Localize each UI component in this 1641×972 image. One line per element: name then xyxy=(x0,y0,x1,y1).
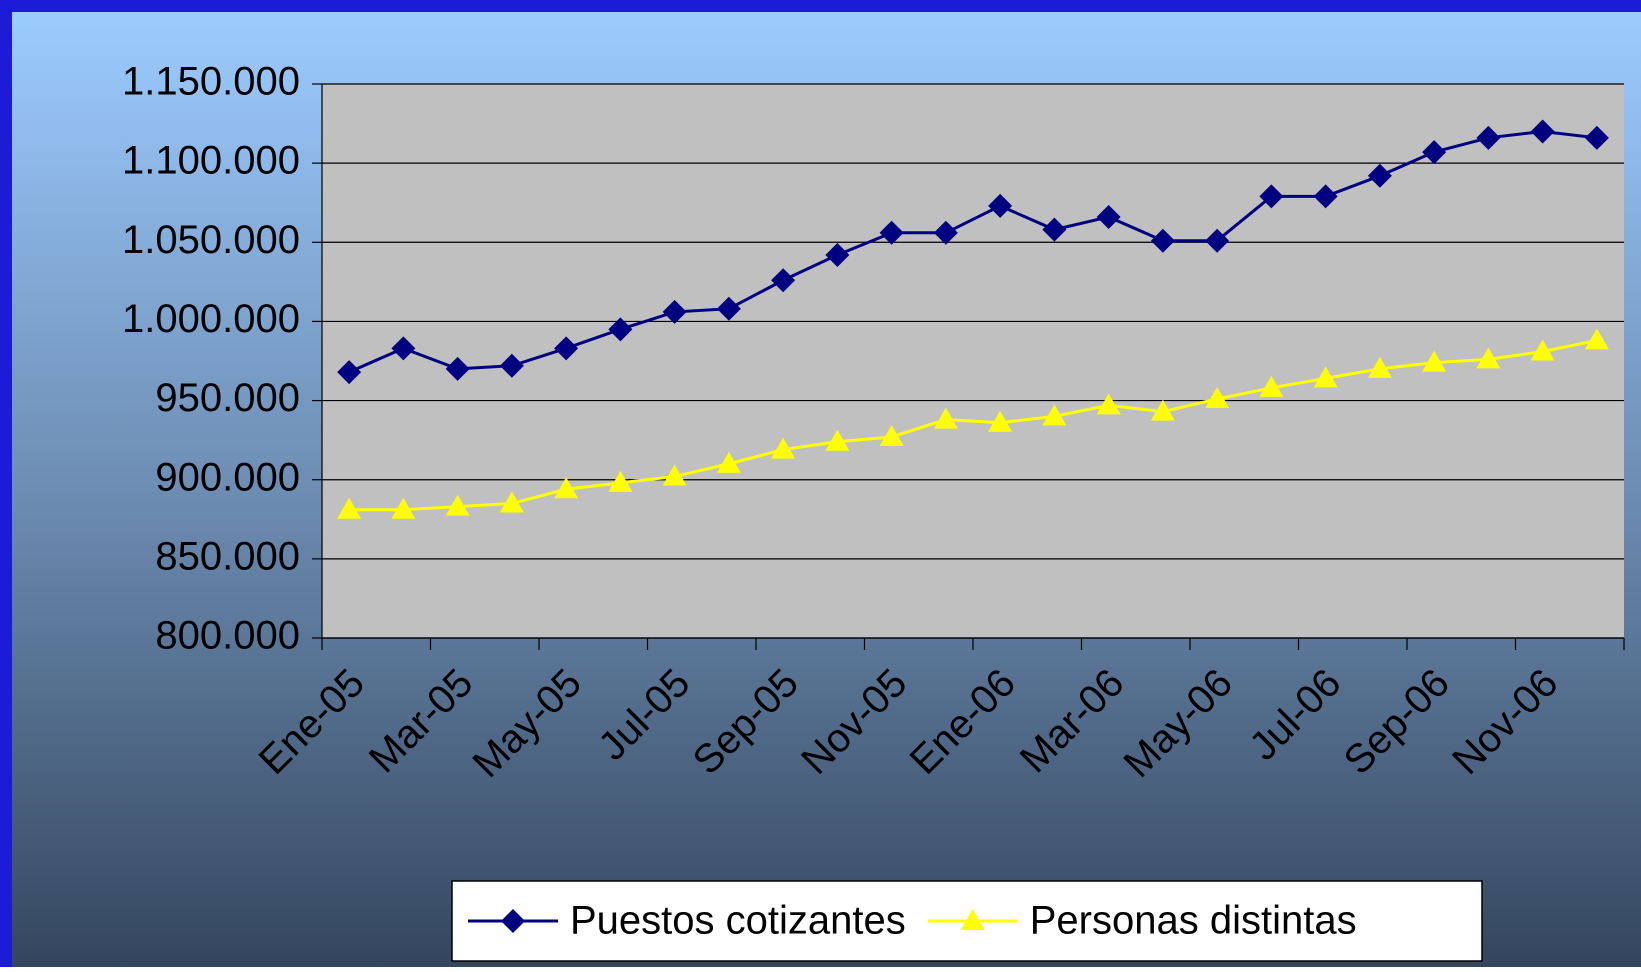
point xyxy=(499,353,524,378)
point xyxy=(1584,125,1609,150)
legend-marker xyxy=(960,909,985,930)
y-tick-label: 1.050.000 xyxy=(122,218,300,262)
point xyxy=(1096,204,1121,229)
point xyxy=(445,356,470,381)
legend-label: Personas distintas xyxy=(1030,899,1357,943)
point xyxy=(1422,140,1447,165)
point xyxy=(1584,328,1609,350)
y-tick-label: 900.000 xyxy=(155,455,300,499)
point xyxy=(1476,347,1501,369)
point xyxy=(662,299,687,324)
point xyxy=(499,491,524,513)
point xyxy=(554,336,579,361)
y-tick-label: 1.000.000 xyxy=(122,297,300,341)
legend-label: Puestos cotizantes xyxy=(570,899,906,943)
point xyxy=(1367,163,1392,188)
point xyxy=(879,424,904,446)
point xyxy=(391,336,416,361)
y-tick-label: 950.000 xyxy=(155,376,300,420)
point xyxy=(1422,350,1447,372)
point xyxy=(391,497,416,519)
point xyxy=(1096,393,1121,415)
plot-area xyxy=(322,84,1624,638)
legend-marker xyxy=(501,909,525,933)
point xyxy=(1313,184,1338,209)
point xyxy=(1313,366,1338,388)
legend xyxy=(451,880,1483,962)
point xyxy=(337,497,362,519)
point xyxy=(825,429,850,451)
point xyxy=(1042,404,1067,426)
y-tick-label: 850.000 xyxy=(155,534,300,578)
point xyxy=(1530,119,1555,144)
point xyxy=(1259,184,1284,209)
point xyxy=(337,360,362,385)
series-line xyxy=(349,338,1598,512)
point xyxy=(988,410,1013,432)
point xyxy=(825,242,850,267)
point xyxy=(608,317,633,342)
point xyxy=(933,220,958,245)
y-tick-label: 800.000 xyxy=(155,614,300,658)
point xyxy=(608,470,633,492)
point xyxy=(771,268,796,293)
point xyxy=(1150,228,1175,253)
point xyxy=(1259,375,1284,397)
point xyxy=(988,193,1013,218)
point xyxy=(662,464,687,486)
point xyxy=(1042,217,1067,242)
point xyxy=(1150,399,1175,421)
point xyxy=(1205,228,1230,253)
point xyxy=(879,220,904,245)
y-tick-label: 1.150.000 xyxy=(122,60,300,104)
point xyxy=(1205,386,1230,408)
point xyxy=(445,494,470,516)
point xyxy=(1476,125,1501,150)
point xyxy=(1367,356,1392,378)
point xyxy=(716,296,741,321)
point xyxy=(771,437,796,459)
y-tick-label: 1.100.000 xyxy=(122,139,300,183)
point xyxy=(1530,339,1555,361)
point xyxy=(933,407,958,429)
point xyxy=(554,477,579,499)
point xyxy=(716,451,741,473)
